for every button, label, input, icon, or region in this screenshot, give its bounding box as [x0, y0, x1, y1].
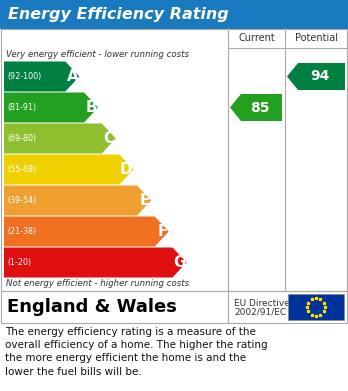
Text: D: D: [120, 162, 133, 177]
Bar: [0, 0, 348, 28]
Bar: [288, 294, 344, 320]
Text: (81-91): (81-91): [7, 103, 36, 112]
Text: (92-100): (92-100): [7, 72, 41, 81]
Text: 85: 85: [250, 100, 269, 115]
Text: F: F: [157, 224, 168, 239]
Text: England & Wales: England & Wales: [7, 298, 177, 316]
Text: C: C: [104, 131, 115, 146]
Polygon shape: [4, 185, 151, 215]
Polygon shape: [4, 61, 79, 91]
Polygon shape: [4, 154, 133, 185]
Text: (69-80): (69-80): [7, 134, 36, 143]
Text: (55-68): (55-68): [7, 165, 36, 174]
Text: (1-20): (1-20): [7, 258, 31, 267]
Bar: [1, 29, 347, 291]
Text: Energy Efficiency Rating: Energy Efficiency Rating: [8, 7, 229, 22]
Text: Potential: Potential: [295, 33, 338, 43]
Polygon shape: [4, 124, 116, 154]
Text: E: E: [140, 193, 150, 208]
Text: (39-54): (39-54): [7, 196, 36, 205]
Polygon shape: [230, 94, 282, 121]
Text: EU Directive: EU Directive: [234, 298, 290, 307]
Text: 2002/91/EC: 2002/91/EC: [234, 307, 286, 316]
Text: 94: 94: [310, 70, 329, 84]
Text: Very energy efficient - lower running costs: Very energy efficient - lower running co…: [6, 50, 189, 59]
Polygon shape: [287, 63, 345, 90]
Polygon shape: [4, 248, 187, 278]
Text: A: A: [66, 69, 78, 84]
Text: Current: Current: [238, 33, 275, 43]
Text: B: B: [86, 100, 97, 115]
Polygon shape: [4, 93, 98, 122]
Bar: [1, 291, 347, 323]
Text: (21-38): (21-38): [7, 227, 36, 236]
Polygon shape: [4, 217, 169, 246]
Text: The energy efficiency rating is a measure of the
overall efficiency of a home. T: The energy efficiency rating is a measur…: [5, 327, 268, 377]
Text: G: G: [173, 255, 185, 270]
Text: Not energy efficient - higher running costs: Not energy efficient - higher running co…: [6, 279, 189, 288]
